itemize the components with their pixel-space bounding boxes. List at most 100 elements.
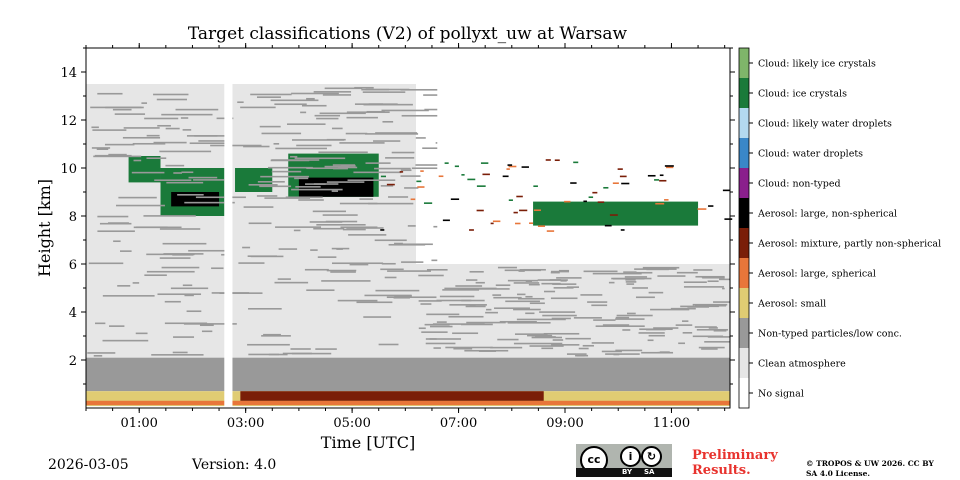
streak-mark	[541, 282, 561, 285]
streak-mark	[380, 185, 394, 187]
streak-mark	[275, 226, 322, 228]
streak-mark	[444, 287, 497, 290]
streak-mark	[291, 92, 339, 95]
streak-mark	[342, 228, 366, 231]
streak-mark	[565, 337, 591, 340]
streak-mark	[682, 332, 693, 334]
x-tick-label: 07:00	[440, 416, 477, 431]
streak-mark	[248, 353, 279, 356]
streak-mark	[256, 96, 281, 98]
streak-mark	[365, 162, 391, 164]
y-tick-label: 4	[69, 306, 77, 321]
speck-mark	[659, 179, 667, 182]
streak-mark	[146, 270, 195, 273]
data-gap	[224, 48, 233, 408]
streak-mark	[345, 132, 368, 135]
streak-mark	[558, 269, 570, 272]
streak-mark	[400, 175, 421, 177]
streak-mark	[313, 183, 339, 185]
streak-mark	[181, 171, 194, 174]
speck-mark	[654, 179, 660, 181]
streak-mark	[237, 101, 244, 104]
streak-mark	[97, 230, 135, 233]
legend-label: Cloud: non-typed	[758, 179, 841, 190]
streak-mark	[635, 296, 655, 299]
streak-mark	[625, 278, 636, 281]
streak-mark	[363, 316, 392, 318]
streak-mark	[466, 321, 506, 324]
streak-mark	[164, 253, 191, 256]
streak-mark	[418, 327, 426, 330]
speck-mark	[529, 222, 534, 225]
streak-mark	[659, 351, 670, 353]
streak-mark	[144, 274, 167, 277]
streak-mark	[692, 335, 724, 338]
streak-mark	[494, 307, 530, 310]
streak-mark	[347, 179, 396, 182]
streak-mark	[331, 262, 384, 265]
streak-mark	[525, 312, 535, 315]
streak-mark	[198, 140, 227, 142]
streak-mark	[543, 332, 580, 335]
streak-mark	[172, 351, 188, 354]
streak-mark	[356, 301, 393, 304]
streak-mark	[243, 145, 270, 148]
streak-mark	[551, 317, 571, 320]
streak-mark	[394, 295, 412, 297]
streak-mark	[517, 293, 526, 296]
streak-mark	[449, 304, 487, 306]
streak-mark	[719, 278, 730, 281]
streak-mark	[135, 332, 148, 335]
streak-mark	[436, 321, 447, 323]
streak-mark	[401, 114, 438, 117]
streak-mark	[285, 196, 323, 199]
streak-mark	[261, 132, 302, 135]
version-label: Version: 4.0	[192, 457, 277, 473]
streak-mark	[291, 188, 343, 191]
streak-mark	[274, 281, 309, 284]
streak-mark	[539, 311, 576, 313]
streak-mark	[275, 147, 327, 150]
streak-mark	[378, 343, 399, 346]
preliminary-results-label: Preliminary Results.	[692, 448, 778, 478]
streak-mark	[248, 184, 278, 186]
legend-label: Clean atmosphere	[758, 359, 846, 370]
streak-mark	[182, 129, 192, 131]
sa-label: SA	[644, 468, 655, 476]
streak-mark	[426, 268, 448, 271]
streak-mark	[615, 316, 630, 319]
speck-mark	[380, 175, 387, 178]
streak-mark	[713, 329, 727, 332]
classification-region	[235, 168, 273, 192]
streak-mark	[627, 312, 636, 315]
speck-mark	[659, 174, 664, 177]
streak-mark	[573, 317, 602, 319]
streak-mark	[188, 249, 230, 252]
streak-mark	[587, 301, 608, 303]
streak-mark	[701, 348, 718, 350]
streak-mark	[626, 283, 635, 285]
colorbar-segment	[739, 348, 749, 378]
streak-mark	[424, 108, 438, 111]
streak-mark	[310, 249, 318, 251]
streak-mark	[432, 323, 485, 325]
colorbar-segment	[739, 168, 749, 198]
streak-mark	[550, 271, 560, 274]
streak-mark	[595, 325, 645, 327]
speck-mark	[617, 168, 623, 170]
colorbar-segment	[739, 78, 749, 108]
legend-label: Aerosol: large, non-spherical	[757, 209, 897, 220]
cc-by-sa-license-badge: cc i ↻ BY SA	[576, 444, 672, 477]
streak-mark	[391, 151, 415, 154]
streak-mark	[433, 225, 438, 228]
plot-frame	[85, 47, 731, 409]
streak-mark	[290, 348, 311, 350]
streak-mark	[485, 311, 498, 314]
streak-mark	[306, 97, 315, 100]
y-tick-label: 2	[69, 354, 77, 369]
legend-label: Aerosol: mixture, partly non-spherical	[757, 239, 941, 250]
streak-mark	[647, 339, 654, 342]
streak-mark	[639, 328, 673, 331]
streak-mark	[466, 279, 478, 281]
